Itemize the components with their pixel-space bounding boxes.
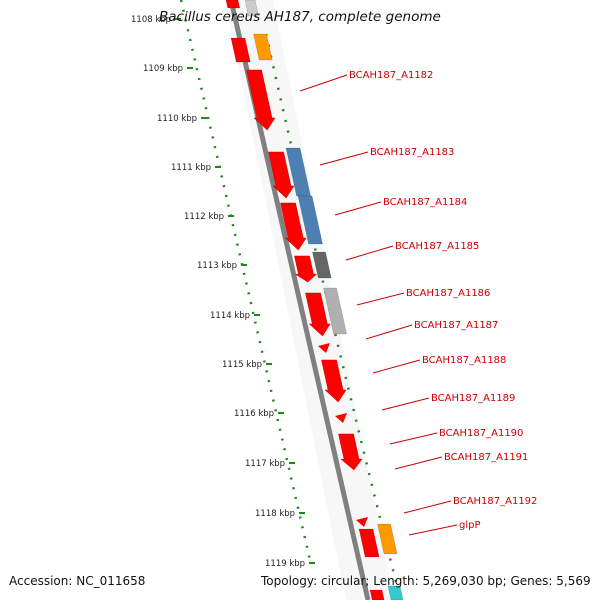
gene-arrow	[305, 292, 331, 337]
scale-ruler-line	[179, 0, 312, 561]
genome-title: Bacillus cereus AH187, complete genome	[159, 9, 441, 25]
gene-label: BCAH187_A1188	[422, 355, 506, 366]
genome-summary-text: Topology: circular; Length: 5,269,030 bp…	[261, 574, 591, 588]
ruler-tick-label: 1112 kbp	[184, 212, 224, 222]
ruler-tick-label: 1110 kbp	[157, 114, 197, 124]
blue-feature	[297, 195, 323, 245]
grey-feature	[244, 0, 259, 17]
gene-feature	[230, 37, 251, 63]
gene-label: BCAH187_A1189	[431, 393, 515, 404]
gene-label-leader	[394, 456, 443, 470]
gene-label: glpP	[459, 520, 481, 531]
grey-feature	[323, 287, 347, 335]
gene-label-leader	[299, 74, 348, 92]
gene-label-leader	[372, 359, 421, 374]
ruler-tick-label: 1109 kbp	[143, 64, 183, 74]
ruler-tick-label: 1116 kbp	[234, 409, 274, 419]
gene-feature	[358, 528, 380, 558]
dark-grey-feature	[312, 251, 332, 279]
ruler-tick-label: 1119 kbp	[265, 559, 305, 569]
gene-label: BCAH187_A1182	[349, 70, 433, 81]
gene-label: BCAH187_A1192	[453, 496, 537, 507]
gene-feature	[225, 0, 241, 9]
gene-arrow	[294, 255, 318, 283]
gene-label: BCAH187_A1190	[439, 428, 523, 439]
ruler-tick-label: 1111 kbp	[171, 163, 211, 173]
gene-label-leader	[345, 245, 394, 261]
gene-arrow	[268, 151, 295, 199]
ruler-tick-label: 1114 kbp	[210, 311, 250, 321]
gene-label-leader	[319, 151, 369, 166]
gene-feature	[369, 589, 385, 601]
gene-arrow-small	[335, 413, 347, 423]
gene-label-leader	[403, 500, 452, 514]
ruler-tick-label: 1113 kbp	[197, 261, 237, 271]
gene-label: BCAH187_A1185	[395, 241, 479, 252]
ruler-tick-label: 1118 kbp	[255, 509, 295, 519]
gene-label: BCAH187_A1186	[406, 288, 490, 299]
gene-label-leader	[389, 432, 438, 445]
gene-label-leader	[356, 292, 405, 306]
ruler-tick-label: 1115 kbp	[222, 360, 262, 370]
gene-label-leader	[381, 397, 430, 411]
ruler-tick-label: 1108 kbp	[131, 15, 171, 25]
gene-arrow	[246, 69, 276, 131]
orange-feature	[377, 523, 398, 555]
gene-label: BCAH187_A1191	[444, 452, 528, 463]
gene-label: BCAH187_A1187	[414, 320, 498, 331]
gene-label-leader	[408, 524, 458, 536]
gene-arrow-small	[356, 517, 368, 527]
gene-label-leader	[365, 324, 413, 340]
gene-arrow	[321, 359, 347, 403]
orange-feature	[253, 33, 273, 61]
gene-arrow	[338, 433, 363, 471]
gene-label: BCAH187_A1184	[383, 197, 467, 208]
gene-label: BCAH187_A1183	[370, 147, 454, 158]
gene-arrow	[280, 202, 307, 251]
accession-text: Accession: NC_011658	[9, 574, 146, 588]
gene-label-leader	[334, 201, 382, 216]
gene-arrow-small	[318, 343, 330, 353]
ruler-tick-label: 1117 kbp	[245, 459, 285, 469]
